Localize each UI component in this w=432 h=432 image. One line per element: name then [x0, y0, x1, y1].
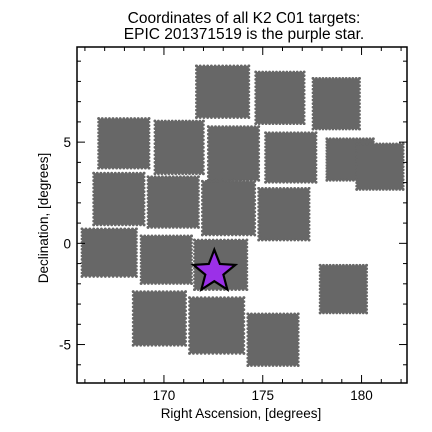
chart-title-line-2: EPIC 201371519 is the purple star. — [124, 26, 364, 43]
target-field-6 — [206, 125, 261, 182]
target-field-10 — [92, 171, 146, 227]
target-field-4 — [97, 117, 151, 170]
target-field-17 — [318, 263, 368, 315]
axis-ticks — [77, 47, 407, 383]
target-field-13 — [257, 186, 311, 242]
target-field-12 — [200, 179, 257, 237]
y-tick-label-0: 0 — [63, 236, 71, 251]
y-tick-label--5: -5 — [59, 338, 71, 353]
target-field-20 — [246, 312, 300, 367]
chart-title: Coordinates of all K2 C01 targets: EPIC … — [124, 10, 364, 43]
target-field-14 — [80, 227, 138, 278]
target-field-18 — [131, 290, 187, 347]
target-field-15 — [139, 234, 193, 285]
highlight-star-marker — [190, 246, 239, 292]
x-tick-label-175: 175 — [251, 388, 274, 403]
target-field-11 — [146, 175, 200, 229]
target-field-19 — [188, 296, 246, 355]
highlight-layer — [190, 246, 239, 292]
y-tick-label-5: 5 — [63, 135, 71, 150]
y-axis-label: Declination, [degrees] — [36, 153, 51, 284]
target-field-2 — [254, 70, 306, 126]
target-fields — [80, 64, 405, 367]
target-field-9 — [355, 142, 405, 191]
target-field-5 — [153, 119, 205, 176]
x-tick-label-180: 180 — [350, 388, 373, 403]
target-field-7 — [264, 131, 318, 184]
target-field-1 — [195, 64, 251, 119]
target-field-3 — [311, 76, 361, 131]
axis-tick-labels: 170 175 180 -5 0 5 — [59, 135, 373, 403]
chart-title-line-1: Coordinates of all K2 C01 targets: — [128, 10, 361, 27]
x-axis-label: Right Ascension, [degrees] — [161, 406, 322, 421]
plot-frame — [76, 46, 408, 384]
x-tick-label-170: 170 — [153, 388, 176, 403]
